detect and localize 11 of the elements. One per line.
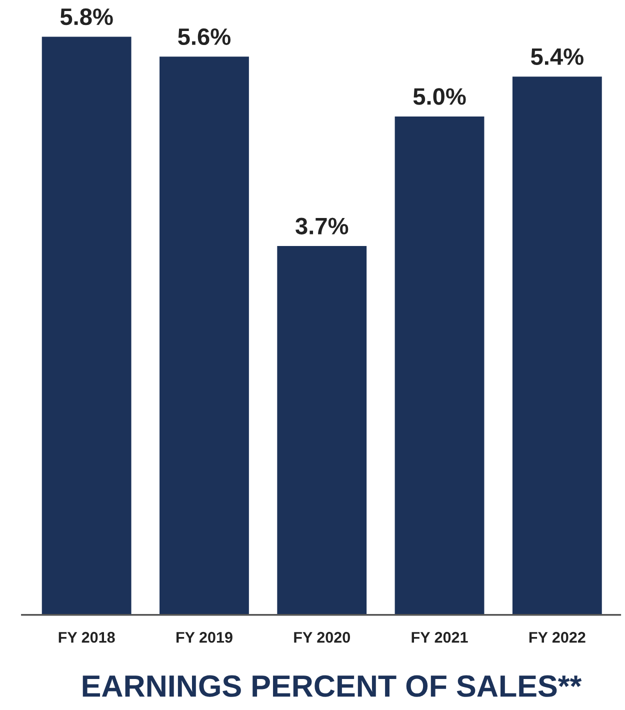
x-tick-label: FY 2020	[294, 632, 350, 643]
data-label: 5.8%	[60, 8, 113, 26]
data-label: 3.7%	[296, 218, 348, 234]
data-label: 5.0%	[413, 88, 466, 105]
data-label: 5.4%	[530, 48, 584, 65]
x-tick-label: FY 2019	[176, 632, 232, 643]
data-label: 5.6%	[178, 28, 231, 46]
x-tick-label: FY 2018	[58, 632, 115, 643]
x-tick-label: FY 2021	[412, 632, 468, 643]
x-tick-label: FY 2022	[529, 632, 586, 643]
text: EARNINGS PERCENT OF SALES**	[82, 675, 582, 697]
